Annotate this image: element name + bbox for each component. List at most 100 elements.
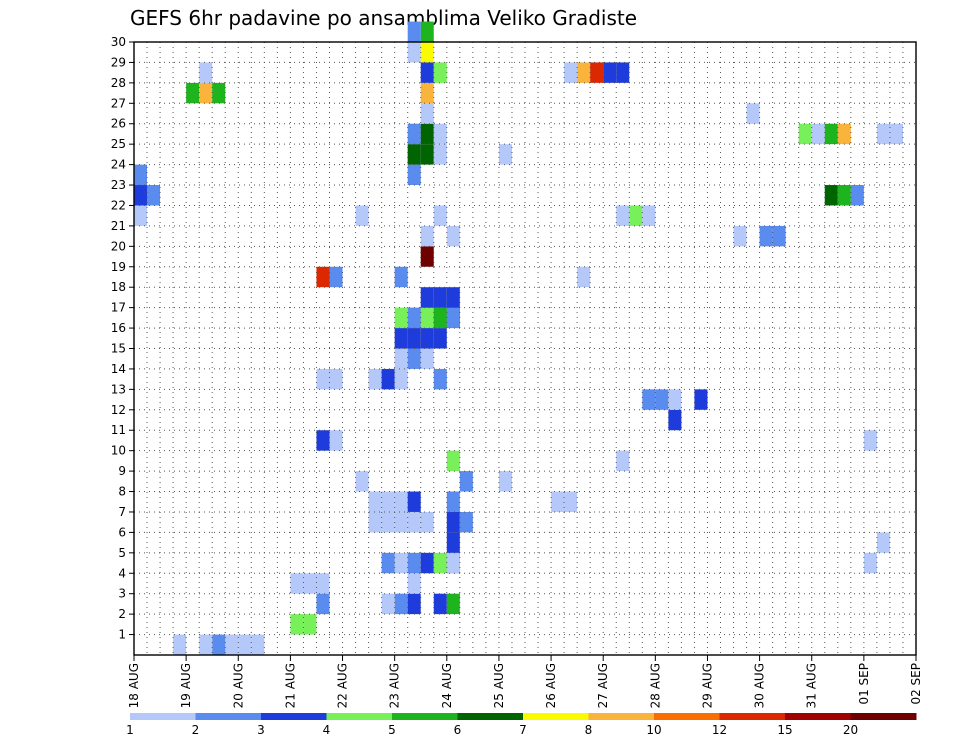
precip-cell xyxy=(668,389,682,410)
precip-cell xyxy=(668,409,682,431)
x-tick-label: 29 AUG xyxy=(700,663,714,708)
precip-cell xyxy=(446,511,460,533)
precip-cell xyxy=(433,123,447,145)
precip-cell xyxy=(772,225,786,247)
colorbar-swatch xyxy=(719,713,786,720)
x-tick-label: 30 AUG xyxy=(753,663,767,708)
precip-cell xyxy=(433,205,447,226)
colorbar-label: 20 xyxy=(843,723,858,737)
precip-cell xyxy=(225,634,239,655)
precip-cell xyxy=(251,634,265,655)
precip-cell xyxy=(134,185,148,206)
colorbar-label: 5 xyxy=(388,723,396,737)
y-tick-label: 15 xyxy=(111,342,126,356)
precip-cell xyxy=(616,62,630,83)
precip-cell xyxy=(407,307,421,329)
y-tick-label: 9 xyxy=(118,464,126,478)
precip-cell xyxy=(212,82,226,104)
precip-cell xyxy=(446,532,460,553)
precip-cell xyxy=(381,511,395,533)
precip-cell xyxy=(420,225,434,247)
y-tick-label: 30 xyxy=(111,35,126,49)
precip-cell xyxy=(446,307,460,329)
precip-cell xyxy=(368,368,382,390)
colorbar-label: 4 xyxy=(323,723,331,737)
precip-cell xyxy=(407,593,421,615)
x-tick-label: 27 AUG xyxy=(596,663,610,708)
y-tick-label: 13 xyxy=(111,382,126,396)
y-tick-label: 18 xyxy=(111,280,126,294)
precip-cell xyxy=(577,62,591,83)
precip-cell xyxy=(407,123,421,145)
precip-cell xyxy=(290,573,304,594)
colorbar-label: 7 xyxy=(519,723,527,737)
precip-cell xyxy=(420,144,434,165)
precip-cell xyxy=(564,491,578,512)
precip-cell xyxy=(381,552,395,574)
colorbar-swatch xyxy=(850,713,917,720)
y-tick-label: 19 xyxy=(111,260,126,274)
precip-cell xyxy=(186,82,200,104)
precip-cell xyxy=(316,573,330,594)
precip-cell xyxy=(564,62,578,83)
precip-cell xyxy=(147,185,161,206)
precip-cell xyxy=(642,389,656,410)
x-tick-label: 18 AUG xyxy=(127,663,141,708)
precip-cell xyxy=(355,471,369,492)
y-tick-label: 25 xyxy=(111,137,126,151)
precip-cell xyxy=(420,21,434,42)
colorbar-swatch xyxy=(392,713,458,720)
colorbar-swatch xyxy=(785,713,851,720)
y-tick-label: 3 xyxy=(118,587,126,601)
precip-cell xyxy=(459,511,473,533)
precip-cell xyxy=(407,511,421,533)
y-tick-label: 6 xyxy=(118,525,126,539)
precip-cell xyxy=(420,287,434,308)
colorbar-swatch xyxy=(195,713,262,720)
y-tick-label: 10 xyxy=(111,444,126,458)
precip-cell xyxy=(420,328,434,349)
y-tick-label: 29 xyxy=(111,55,126,69)
x-tick-label: 23 AUG xyxy=(388,663,402,708)
colorbar-label: 15 xyxy=(777,723,792,737)
y-tick-label: 14 xyxy=(111,362,126,376)
precip-cell xyxy=(420,552,434,574)
precip-cell xyxy=(407,348,421,369)
precip-cell xyxy=(316,368,330,390)
precip-cell xyxy=(212,634,226,655)
precip-cell xyxy=(837,123,851,145)
precip-cell xyxy=(394,593,408,615)
precip-cell xyxy=(811,123,825,145)
x-tick-label: 25 AUG xyxy=(492,663,506,708)
precip-cell xyxy=(394,266,408,288)
y-tick-label: 27 xyxy=(111,96,126,110)
precip-cell xyxy=(433,328,447,349)
colorbar-swatch xyxy=(588,713,655,720)
x-axis-ticks: 18 AUG 19 AUG 20 AUG 21 AUG 22 AUG 23 AUG 24 A… xyxy=(127,655,923,708)
y-tick-label: 17 xyxy=(111,301,126,315)
precip-cell xyxy=(603,62,617,83)
colorbar-label: 10 xyxy=(646,723,661,737)
precip-cell xyxy=(368,511,382,533)
precip-cell xyxy=(551,491,565,512)
precip-cell xyxy=(459,471,473,492)
precip-cell xyxy=(316,430,330,451)
precip-cell xyxy=(433,593,447,615)
precip-cell xyxy=(850,185,864,206)
colorbar-label: 12 xyxy=(712,723,727,737)
precip-cell xyxy=(316,593,330,615)
precip-cell xyxy=(420,246,434,267)
precip-cell xyxy=(759,225,773,247)
precip-cell xyxy=(329,368,343,390)
y-tick-label: 1 xyxy=(118,628,126,642)
precip-cell xyxy=(394,368,408,390)
y-tick-label: 4 xyxy=(118,566,126,580)
precipitation-cells xyxy=(134,21,903,655)
precip-cell xyxy=(590,62,604,83)
precip-cell xyxy=(446,225,460,247)
x-tick-label: 20 AUG xyxy=(231,663,245,708)
precip-cell xyxy=(824,185,838,206)
precip-cell xyxy=(407,328,421,349)
colorbar-swatch xyxy=(457,713,524,720)
